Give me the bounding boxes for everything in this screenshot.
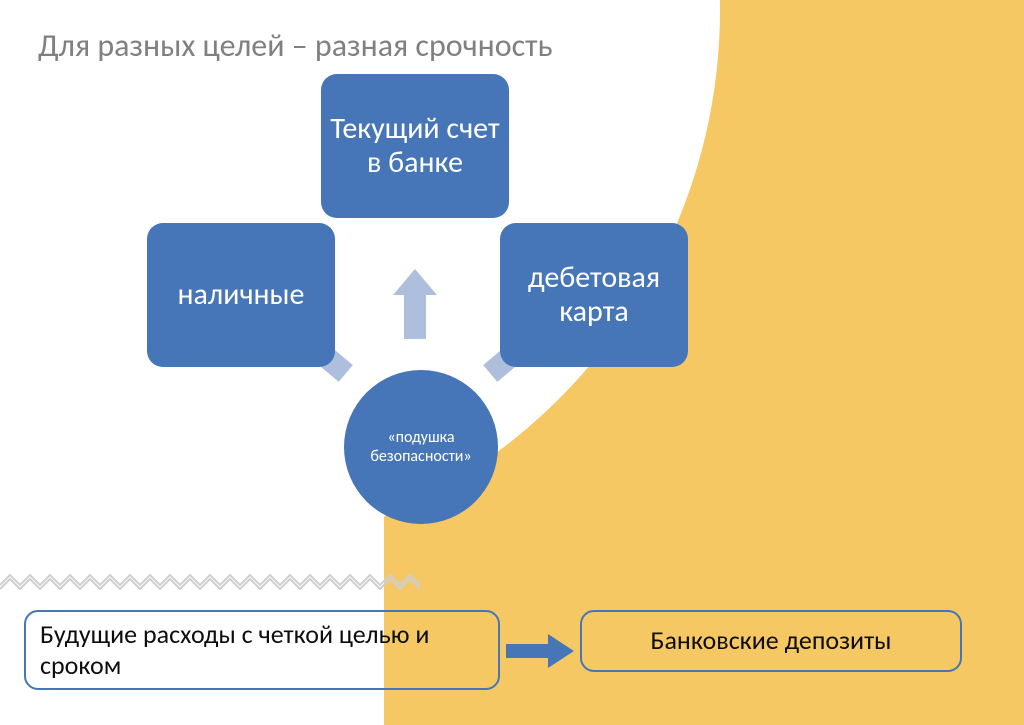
node-label: Текущий счет в банке — [329, 112, 501, 181]
bottom-right-label: Банковские депозиты — [651, 625, 892, 656]
slide-title: Для разных целей – разная срочность — [38, 26, 553, 65]
bottom-right-box: Банковские депозиты — [580, 610, 962, 672]
slide: Для разных целей – разная срочность «под… — [0, 0, 1024, 725]
bottom-left-label: Будущие расходы с четкой целью и сроком — [40, 619, 484, 681]
node-label: наличные — [178, 278, 305, 313]
arrow-up-icon — [393, 269, 437, 339]
node-label: дебетовая карта — [508, 261, 680, 330]
node-box: Текущий счет в банке — [321, 74, 509, 218]
center-node-label: «подушка безопасности» — [344, 428, 498, 466]
arrow-right-icon — [506, 634, 574, 668]
radial-arrow — [393, 269, 437, 339]
node-box: наличные — [147, 223, 335, 367]
zigzag-divider — [0, 569, 420, 591]
node-box: дебетовая карта — [500, 223, 688, 367]
center-node: «подушка безопасности» — [344, 370, 498, 524]
bottom-left-box: Будущие расходы с четкой целью и сроком — [24, 610, 500, 690]
